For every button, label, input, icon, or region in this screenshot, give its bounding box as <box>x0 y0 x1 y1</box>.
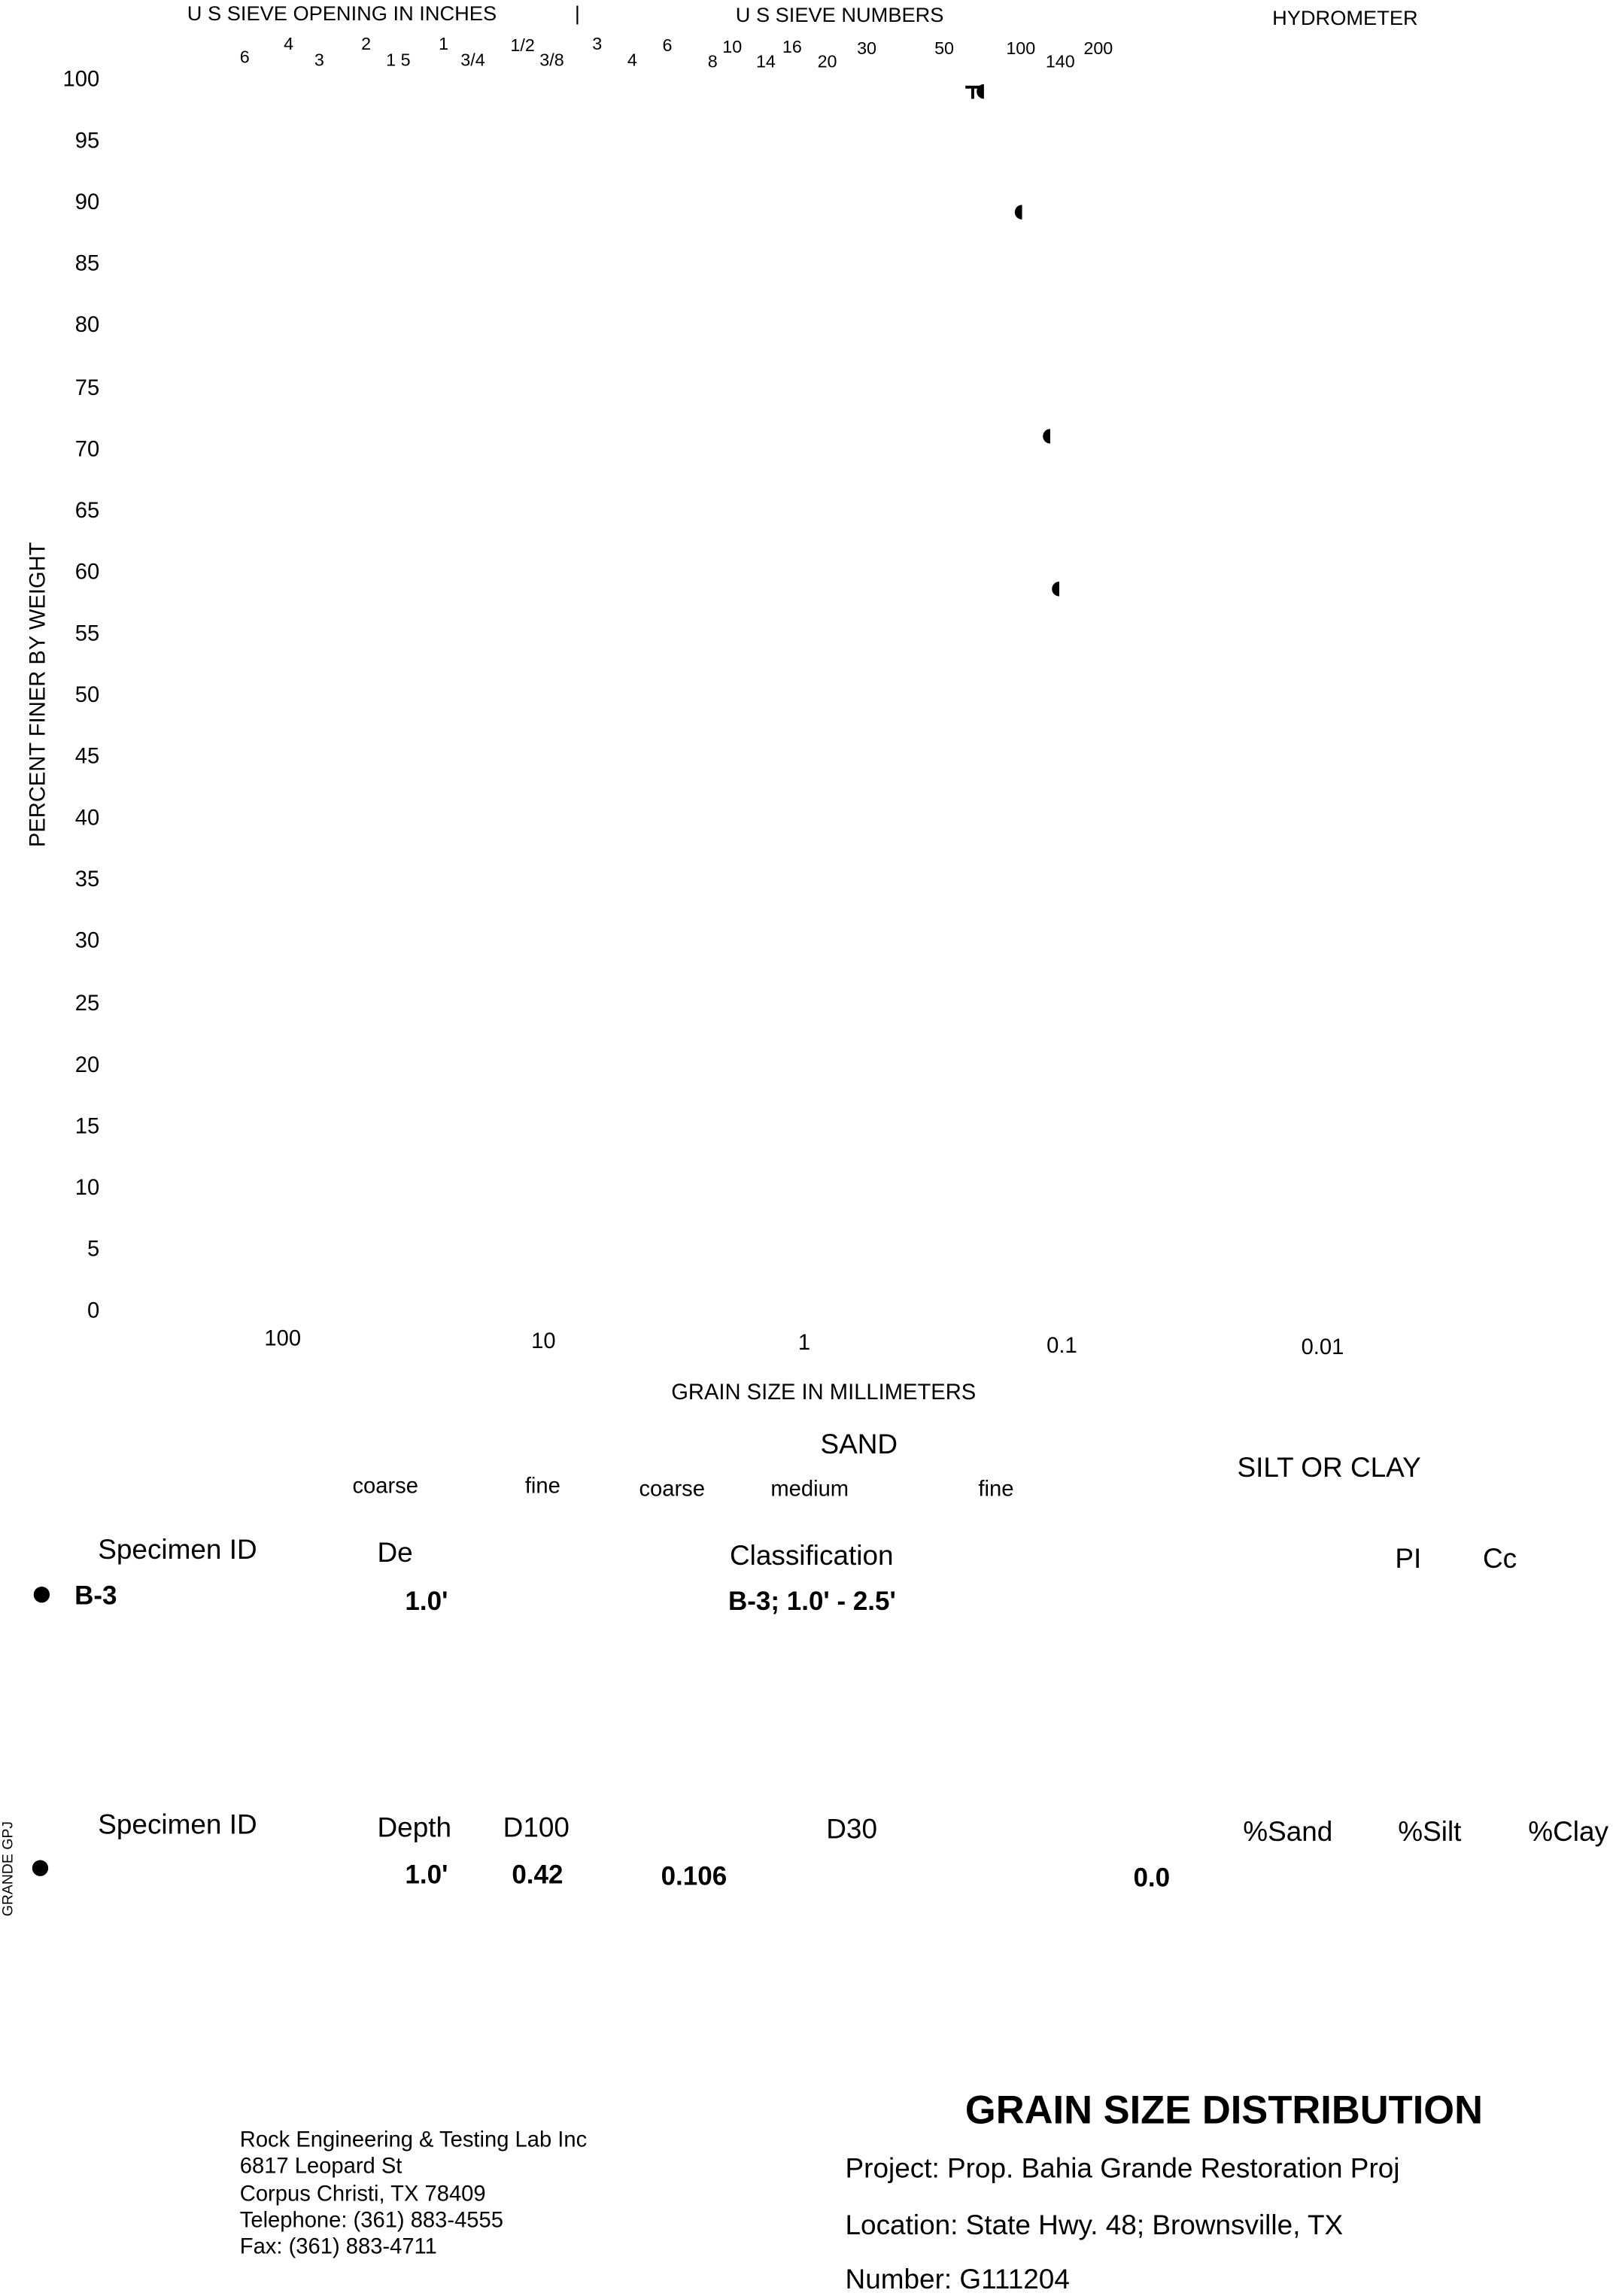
t2-d100: 0.42 <box>512 1860 563 1890</box>
sieve-label: 10 <box>722 36 743 57</box>
sieve-label: 200 <box>1083 38 1113 59</box>
gravel-fine-label: fine <box>524 1474 560 1499</box>
t1-specimen: B-3 <box>74 1581 117 1611</box>
sieve-label: 4 <box>627 50 637 71</box>
y-tick-label: 30 <box>74 929 100 955</box>
y-tick-label: 0 <box>87 1298 100 1324</box>
x-tick-label: 10 <box>531 1328 556 1353</box>
t2-value-3: 0.106 <box>661 1861 728 1891</box>
sieve-numbers-label: U S SIEVE NUMBERS <box>735 2 944 26</box>
sieve-label: 140 <box>1045 51 1075 72</box>
circle-marker-icon <box>33 1587 50 1603</box>
sieve-label: 1/2 <box>510 35 535 56</box>
sand-coarse-label: coarse <box>639 1477 705 1502</box>
y-tick-label: 45 <box>74 744 100 770</box>
project: Project: Prop. Bahia Grande Restoration … <box>845 2154 1400 2185</box>
plot-area <box>965 84 1059 597</box>
gravel-coarse-label: coarse <box>352 1474 418 1499</box>
sieve-label: 3/8 <box>539 50 564 71</box>
y-tick-label: 35 <box>74 867 100 893</box>
sieve-label: 3 <box>592 33 603 54</box>
t1-header-cc: Cc <box>1483 1544 1517 1575</box>
t2-header-clay: %Clay <box>1528 1818 1608 1848</box>
x-tick-label: 0.01 <box>1301 1335 1344 1360</box>
sand-fine-label: fine <box>978 1477 1014 1502</box>
t1-header-depth: De <box>377 1538 413 1569</box>
y-tick-label: 70 <box>74 436 100 462</box>
company-block: Rock Engineering & Testing Lab Inc 6817 … <box>240 2127 587 2261</box>
data-point <box>1014 205 1022 220</box>
t1-depth: 1.0' <box>405 1587 448 1616</box>
y-tick-label: 25 <box>74 990 100 1016</box>
company-phone: Telephone: (361) 883-4555 <box>239 2207 503 2233</box>
sieve-label: 20 <box>817 51 837 72</box>
number: Number: G111204 <box>845 2264 1070 2296</box>
y-tick-label: 100 <box>62 67 100 93</box>
t2-header-silt: %Silt <box>1398 1818 1462 1848</box>
t1-header-specimen: Specimen ID <box>98 1535 257 1566</box>
sieve-label: 3/4 <box>460 50 485 71</box>
sand-medium-label: medium <box>770 1477 849 1502</box>
y-tick-label: 55 <box>74 621 100 646</box>
sieve-label: 3 <box>314 50 324 71</box>
y-tick-label: 20 <box>74 1052 100 1077</box>
report-title: GRAIN SIZE DISTRIBUTION <box>964 2088 1484 2133</box>
sieve-label: 16 <box>782 36 802 57</box>
circle-marker-icon <box>32 1860 49 1876</box>
sieve-label: 1 <box>439 33 449 54</box>
y-tick-label: 10 <box>74 1175 100 1201</box>
t2-header-d100: D100 <box>503 1813 570 1845</box>
company-fax: Fax: (361) 883-4711 <box>239 2234 437 2260</box>
y-tick-label: 65 <box>74 498 100 524</box>
t2-header-depth: Depth <box>377 1813 452 1845</box>
location: Location: State Hwy. 48; Brownsville, TX <box>845 2211 1344 2242</box>
sieve-inches-label: U S SIEVE OPENING IN INCHES <box>187 1 497 26</box>
hydrometer-label: HYDROMETER <box>1272 5 1418 29</box>
y-tick-label: 15 <box>74 1113 100 1139</box>
y-tick-label: 50 <box>74 682 100 708</box>
y-tick-label: 90 <box>74 190 100 216</box>
sand-label: SAND <box>820 1430 898 1461</box>
sieve-label: 14 <box>755 51 776 72</box>
sieve-label: 2 <box>361 33 372 54</box>
company-city: Corpus Christi, TX 78409 <box>239 2181 486 2206</box>
company-street: 6817 Leopard St <box>239 2154 402 2179</box>
y-tick-label: 40 <box>74 806 100 831</box>
t1-header-pi: PI <box>1395 1544 1422 1575</box>
t1-header-classification: Classification <box>729 1541 894 1572</box>
data-point <box>1052 582 1059 597</box>
y-tick-label: 60 <box>74 560 100 585</box>
x-tick-label: 1 <box>797 1330 811 1356</box>
sieve-label: 4 <box>284 33 294 54</box>
t2-header-d30: D30 <box>826 1815 878 1846</box>
sieve-label: 30 <box>857 38 877 59</box>
t2-depth: 1.0' <box>405 1860 448 1890</box>
x-tick-label: 0.1 <box>1046 1332 1077 1358</box>
sieve-label: 50 <box>934 38 955 59</box>
x-tick-label: 100 <box>264 1326 302 1352</box>
x-axis-label: GRAIN SIZE IN MILLIMETERS <box>671 1380 977 1405</box>
sieve-divider: | <box>574 1 580 26</box>
t2-header-specimen: Specimen ID <box>98 1810 257 1842</box>
sieve-label: 1 5 <box>386 50 411 71</box>
data-point <box>965 85 980 99</box>
company-name: Rock Engineering & Testing Lab Inc <box>239 2127 588 2153</box>
side-label: GRANDE GPJ <box>0 1821 17 1917</box>
sieve-label: 100 <box>1006 38 1036 59</box>
t2-value-4: 0.0 <box>1133 1863 1171 1893</box>
sieve-label: 8 <box>707 51 718 72</box>
silt-clay-label: SILT OR CLAY <box>1237 1453 1421 1484</box>
data-point <box>1043 429 1050 444</box>
y-tick-label: 95 <box>74 129 100 154</box>
y-tick-label: 75 <box>74 375 100 400</box>
t2-header-sand: %Sand <box>1243 1818 1333 1848</box>
sieve-label: 6 <box>239 47 250 68</box>
y-tick-label: 5 <box>87 1237 100 1262</box>
y-tick-label: 80 <box>74 313 100 339</box>
y-tick-label: 85 <box>74 251 100 277</box>
t1-classification: B-3; 1.0' - 2.5' <box>728 1587 896 1616</box>
sieve-label: 6 <box>662 35 673 56</box>
